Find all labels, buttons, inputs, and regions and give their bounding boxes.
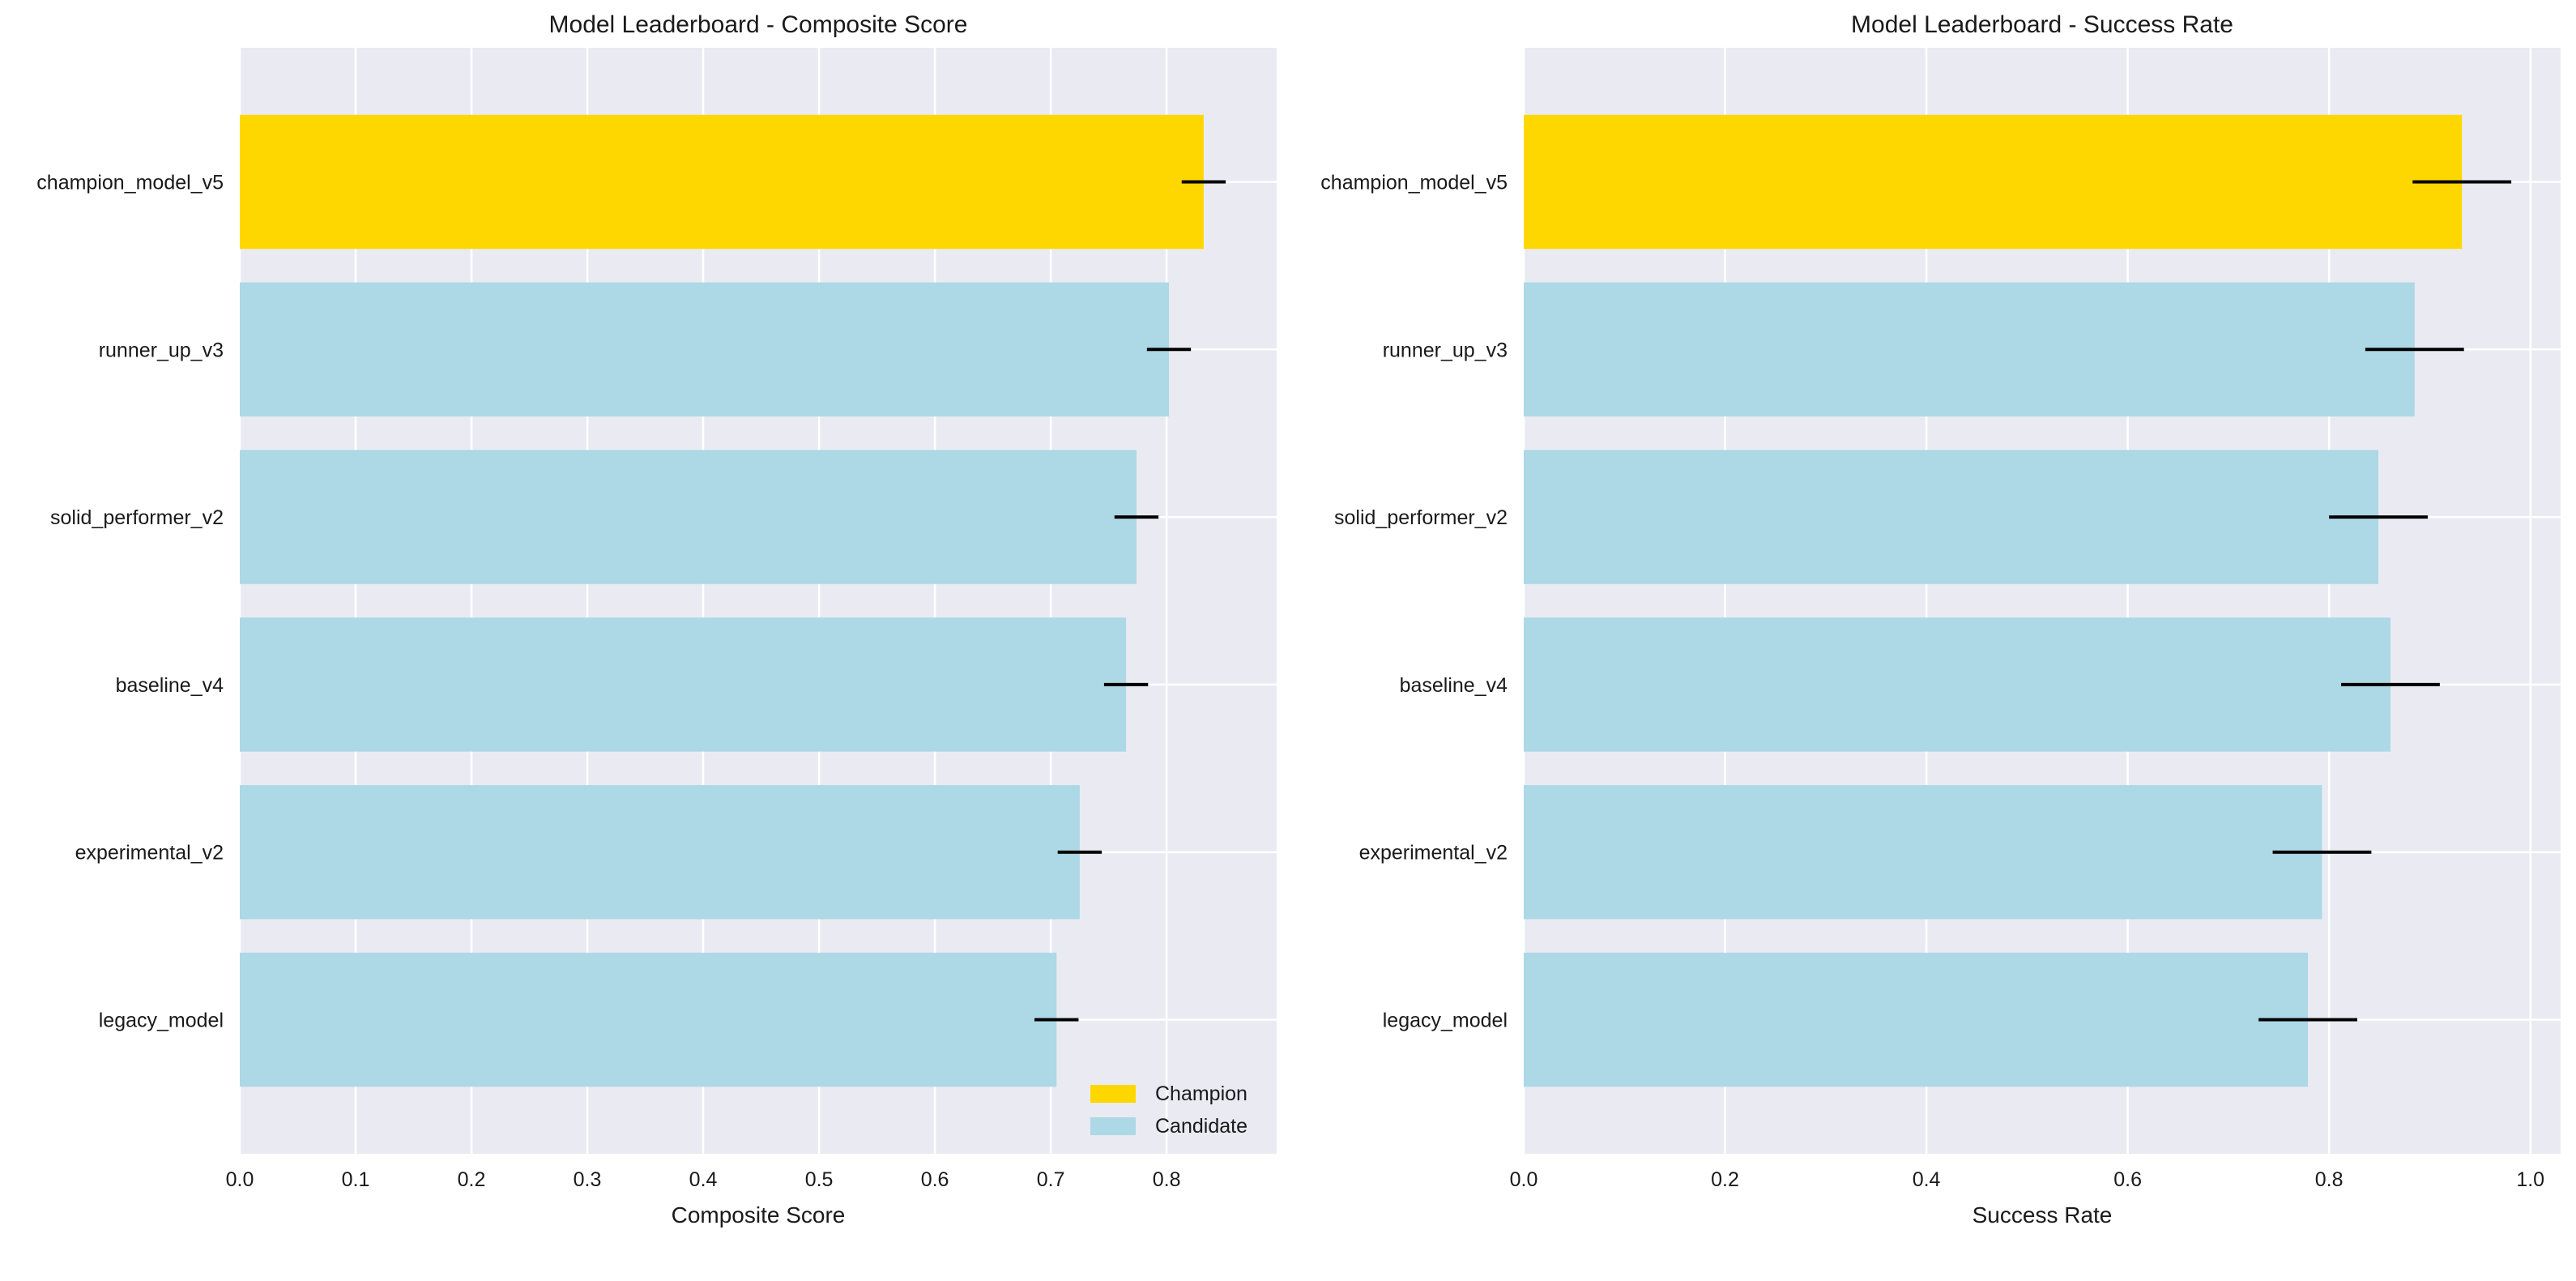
x-tick-label: 0.0: [226, 1168, 254, 1191]
chart-title: Model Leaderboard - Success Rate: [1851, 11, 2233, 38]
y-tick-label: experimental_v2: [1359, 842, 1508, 865]
bar-runner-up-v3: [1524, 282, 2415, 416]
x-tick-label: 0.2: [458, 1168, 486, 1191]
bar-baseline-v4: [240, 617, 1127, 752]
y-tick-label: baseline_v4: [116, 674, 224, 697]
bar-champion-model-v5: [240, 114, 1204, 250]
bar-solid-performer-v2: [240, 450, 1137, 584]
y-tick-label: champion_model_v5: [36, 171, 224, 194]
x-tick-label: 0.5: [805, 1168, 834, 1191]
x-tick-label: 0.8: [2315, 1168, 2344, 1191]
bar-legacy-model: [240, 952, 1057, 1087]
x-tick-label: 0.6: [2113, 1168, 2142, 1191]
y-tick-label: runner_up_v3: [99, 339, 224, 361]
x-tick-label: 0.3: [574, 1168, 602, 1191]
x-tick-label: 0.7: [1037, 1168, 1065, 1191]
x-tick-label: 1.0: [2516, 1168, 2544, 1191]
legend-swatch-champion: [1090, 1085, 1136, 1103]
bar-experimental-v2: [240, 785, 1080, 920]
x-tick-label: 0.8: [1153, 1168, 1181, 1191]
success-rate-chart: champion_model_v5 runner_up_v3 solid_perfo…: [1320, 11, 2561, 1228]
bar-champion-model-v5: [1524, 114, 2463, 250]
bar-runner-up-v3: [240, 282, 1169, 416]
y-tick-label: legacy_model: [99, 1010, 224, 1032]
x-axis-label: Success Rate: [1973, 1202, 2113, 1228]
y-tick-label: experimental_v2: [75, 842, 224, 865]
legend-label-champion: Champion: [1155, 1082, 1247, 1105]
x-axis-label: Composite Score: [672, 1202, 846, 1228]
x-tick-label: 0.1: [342, 1168, 370, 1191]
legend-label-candidate: Candidate: [1155, 1115, 1247, 1138]
x-tick-label: 0.4: [1913, 1168, 1941, 1191]
y-tick-label: baseline_v4: [1400, 674, 1508, 697]
x-tick-label: 0.6: [921, 1168, 949, 1191]
chart-title: Model Leaderboard - Composite Score: [549, 11, 968, 38]
x-tick-label: 0.4: [689, 1168, 718, 1191]
bar-baseline-v4: [1524, 617, 2390, 752]
bar-experimental-v2: [1524, 785, 2322, 920]
y-tick-label: runner_up_v3: [1383, 339, 1508, 361]
x-tick-label: 0.2: [1711, 1168, 1739, 1191]
y-tick-label: solid_performer_v2: [1334, 506, 1508, 529]
y-tick-label: champion_model_v5: [1320, 171, 1508, 194]
y-tick-label: solid_performer_v2: [50, 506, 224, 529]
bar-legacy-model: [1524, 952, 2309, 1087]
x-tick-label: 0.0: [1510, 1168, 1538, 1191]
composite-score-chart: champion_model_v5 runner_up_v3 solid_perfo…: [36, 11, 1277, 1228]
bar-solid-performer-v2: [1524, 450, 2379, 584]
legend: Champion Candidate: [1090, 1082, 1247, 1138]
y-tick-label: legacy_model: [1383, 1010, 1508, 1032]
legend-swatch-candidate: [1090, 1117, 1136, 1135]
